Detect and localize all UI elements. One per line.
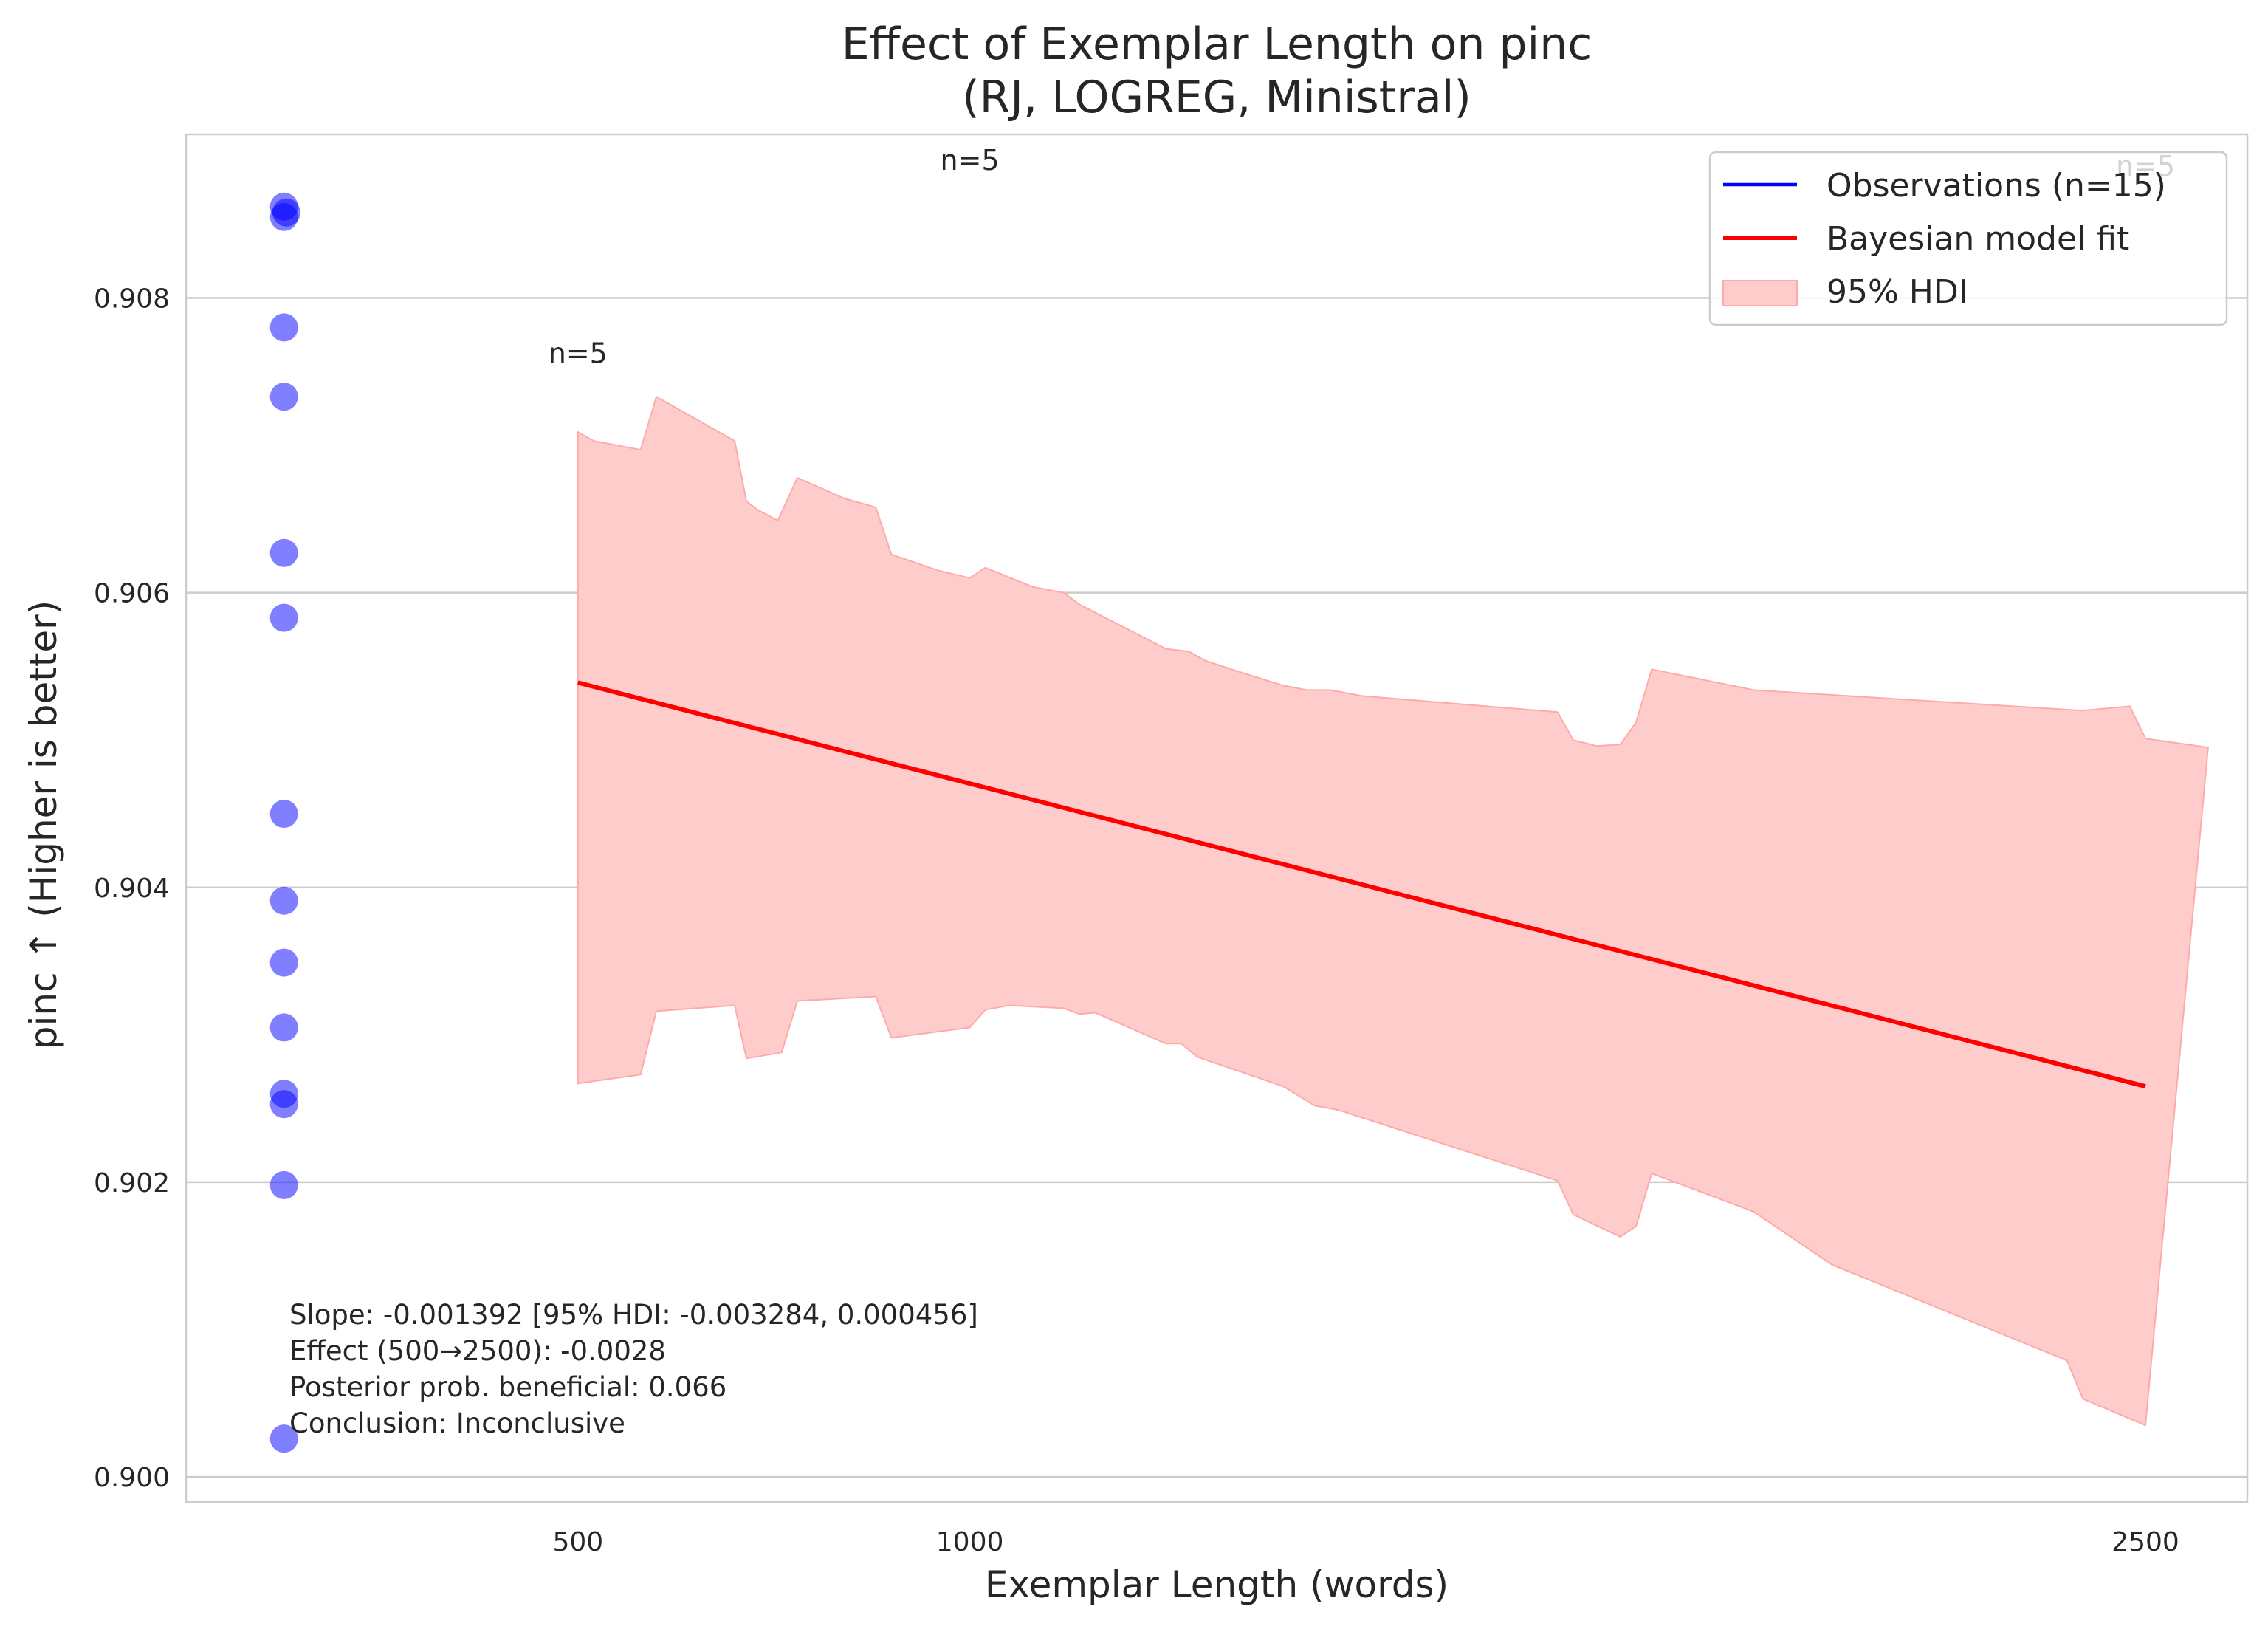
- x-tick-label: 2500: [2111, 1527, 2179, 1557]
- x-tick-label: 500: [552, 1527, 603, 1557]
- axes-frame: [185, 133, 2249, 1503]
- annotation-conclusion: Conclusion: Inconclusive: [289, 1407, 625, 1439]
- y-tick-label: 0.900: [94, 1463, 170, 1493]
- legend-fit-label: Bayesian model fit: [1827, 220, 2129, 258]
- observation-point: [269, 313, 298, 342]
- observation-point: [269, 1170, 298, 1199]
- legend-observations-label: Observations (n=15): [1827, 167, 2166, 205]
- observation-point: [269, 886, 298, 915]
- y-tick-label: 0.908: [94, 284, 170, 315]
- legend-hdi-label: 95% HDI: [1827, 273, 1968, 311]
- observation-point: [269, 603, 298, 632]
- y-tick-label: 0.906: [94, 579, 170, 609]
- hdi-band: [577, 395, 2209, 1427]
- annotation-effect: Effect (500→2500): -0.0028: [289, 1335, 666, 1367]
- y-tick-label: 0.904: [94, 874, 170, 904]
- observation-point: [269, 538, 298, 567]
- legend: Observations (n=15) Bayesian model fit 9…: [1708, 151, 2228, 326]
- chart-title-line-2: (RJ, LOGREG, Ministral): [962, 72, 1471, 123]
- stats-annotation: Slope: -0.001392 [95% HDI: -0.003284, 0.…: [289, 1299, 978, 1439]
- legend-box: [1708, 151, 2228, 326]
- n-label: n=5: [941, 144, 1000, 176]
- y-tick-label: 0.902: [94, 1168, 170, 1198]
- observation-point: [269, 383, 298, 411]
- x-axis-label: Exemplar Length (words): [985, 1563, 1449, 1606]
- observation-point: [269, 1090, 298, 1119]
- observation-point: [269, 800, 298, 829]
- y-axis-ticks: 0.900 0.902 0.904 0.906 0.908: [94, 284, 170, 1494]
- observation-points: [269, 192, 300, 1453]
- fit-line: [577, 680, 2146, 1089]
- n-label: n=5: [549, 337, 608, 369]
- annotation-slope: Slope: -0.001392 [95% HDI: -0.003284, 0.…: [289, 1299, 978, 1331]
- legend-hdi-handle: [1722, 280, 1798, 306]
- observation-point: [269, 1424, 298, 1453]
- observation-point: [269, 202, 298, 231]
- x-tick-label: 1000: [936, 1527, 1004, 1557]
- observation-point: [269, 948, 298, 977]
- observation-point: [269, 1013, 298, 1042]
- y-axis-label: pinc ↑ (Higher is better): [22, 600, 65, 1050]
- chart-title-line-1: Effect of Exemplar Length on pinc: [842, 18, 1592, 70]
- annotation-posterior: Posterior prob. beneficial: 0.066: [289, 1371, 726, 1403]
- x-axis-ticks: 500 1000 2500: [552, 1527, 2179, 1557]
- fit-line-layer: [577, 680, 2146, 1089]
- hdi-band-layer: [577, 395, 2209, 1427]
